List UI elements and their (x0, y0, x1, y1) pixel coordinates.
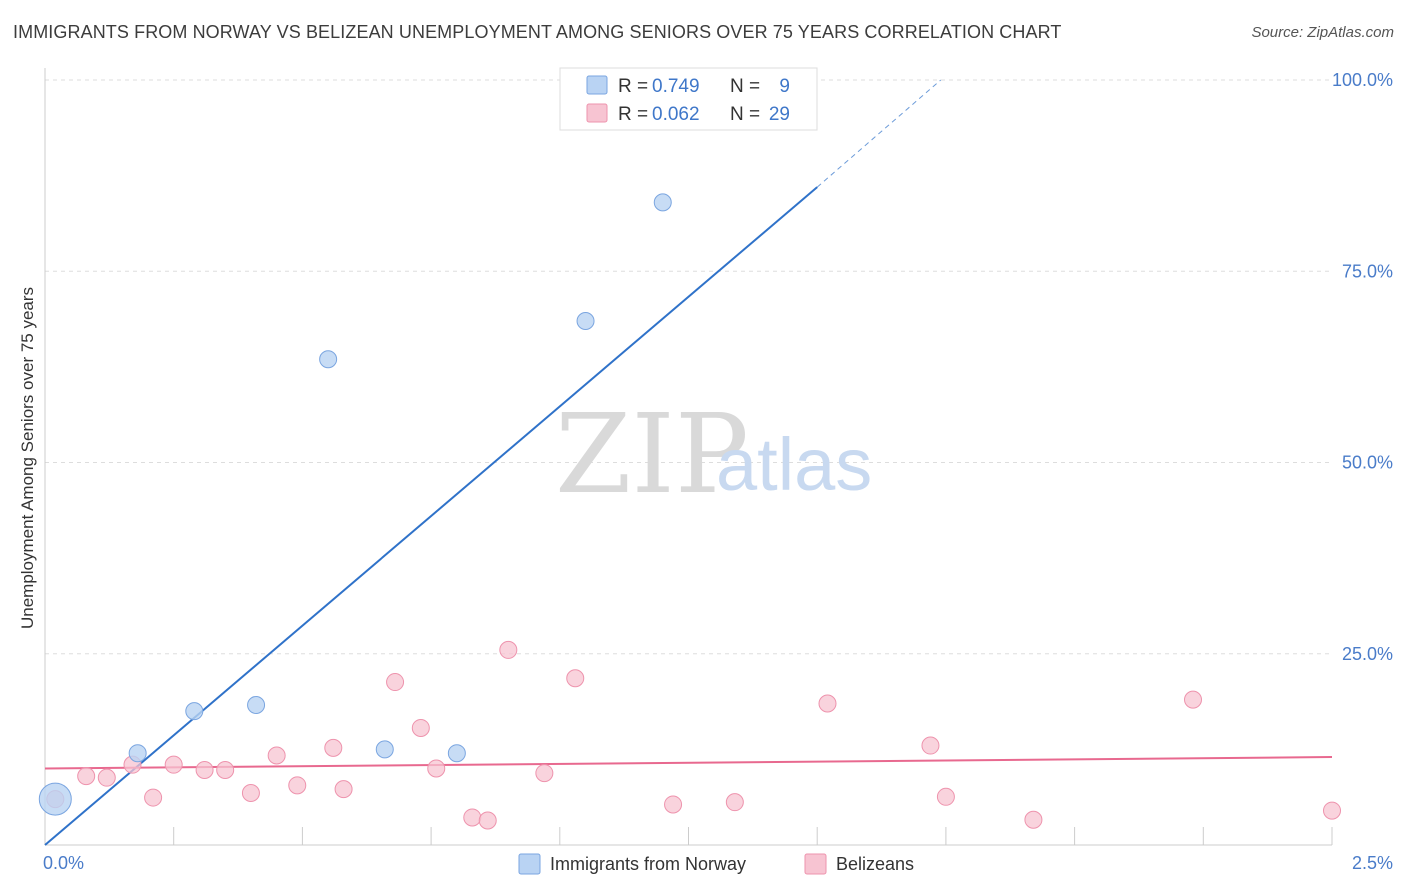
norway-n-label: N = (730, 76, 760, 97)
norway-point (185, 702, 204, 721)
belize-point (463, 808, 482, 827)
belize-n-value: 29 (769, 104, 790, 125)
x-tick-label: 2.5% (1352, 853, 1393, 873)
norway-legend-swatch (586, 75, 608, 95)
norway-point (247, 696, 266, 715)
belize-point (535, 764, 554, 783)
belize-point (499, 640, 518, 659)
belize-r-label: R = (618, 104, 648, 125)
belize-point (936, 787, 955, 806)
norway-trendline-extension (816, 79, 942, 188)
norway-r-value: 0.749 (652, 76, 700, 97)
y-axis-label: Unemployment Among Seniors over 75 years (18, 287, 37, 629)
y-tick-label: 75.0% (1342, 261, 1393, 281)
belize-point (725, 793, 744, 812)
grid (45, 79, 1332, 655)
y-tick-label: 50.0% (1342, 453, 1393, 473)
series-legend: Immigrants from Norway Belizeans (518, 853, 914, 875)
watermark: ZIP atlas (555, 390, 872, 518)
belize-point (818, 694, 837, 713)
norway-point (319, 350, 338, 369)
legend-swatch-norway (518, 853, 541, 875)
belize-r-value: 0.062 (652, 104, 700, 125)
belize-n-label: N = (730, 104, 760, 125)
x-tick-label: 0.0% (43, 853, 84, 873)
norway-point (447, 744, 466, 763)
belize-point (144, 788, 163, 807)
y-tick-label: 25.0% (1342, 644, 1393, 664)
belize-point (288, 776, 307, 795)
norway-point (38, 782, 72, 816)
belize-point (664, 795, 683, 814)
belize-point (1184, 690, 1203, 709)
belize-point (386, 673, 405, 692)
stats-legend: R = 0.749 N = 9 R = 0.062 N = 29 (559, 67, 818, 131)
watermark-zip: ZIP (555, 390, 749, 518)
belize-point (77, 767, 96, 786)
legend-swatch-belize (804, 853, 827, 875)
source-credit: Source: ZipAtlas.com (1251, 24, 1394, 41)
data-points (38, 193, 1341, 830)
norway-point (576, 311, 595, 330)
belize-point (324, 738, 343, 757)
norway-point (653, 193, 672, 212)
trendlines (44, 79, 1333, 846)
belize-point (1323, 801, 1341, 820)
belize-point (921, 736, 940, 755)
belize-point (267, 746, 286, 765)
watermark-atlas: atlas (716, 423, 872, 506)
belize-point (478, 811, 497, 830)
axes (44, 68, 1333, 846)
belize-point (427, 759, 446, 778)
belize-legend-swatch (586, 103, 608, 123)
norway-point (128, 744, 147, 763)
norway-n-value: 9 (779, 76, 790, 97)
belize-point (334, 780, 353, 799)
y-tick-label: 100.0% (1332, 70, 1393, 90)
legend-label-belize: Belizeans (836, 854, 914, 874)
belize-point (195, 761, 214, 780)
belize-point (241, 783, 260, 802)
norway-point (375, 740, 394, 759)
belize-point (566, 669, 585, 688)
belize-point (411, 718, 430, 737)
legend-label-norway: Immigrants from Norway (550, 854, 746, 874)
chart-title: IMMIGRANTS FROM NORWAY VS BELIZEAN UNEMP… (13, 22, 1062, 42)
norway-r-label: R = (618, 76, 648, 97)
norway-trendline (44, 186, 818, 846)
tick-labels: 25.0% 50.0% 75.0% 100.0% 0.0% 2.5% (43, 70, 1393, 873)
belize-point (97, 768, 116, 787)
belize-point (216, 761, 235, 780)
belize-point (1024, 810, 1043, 829)
belize-trendline (44, 756, 1333, 770)
belize-point (164, 755, 183, 774)
